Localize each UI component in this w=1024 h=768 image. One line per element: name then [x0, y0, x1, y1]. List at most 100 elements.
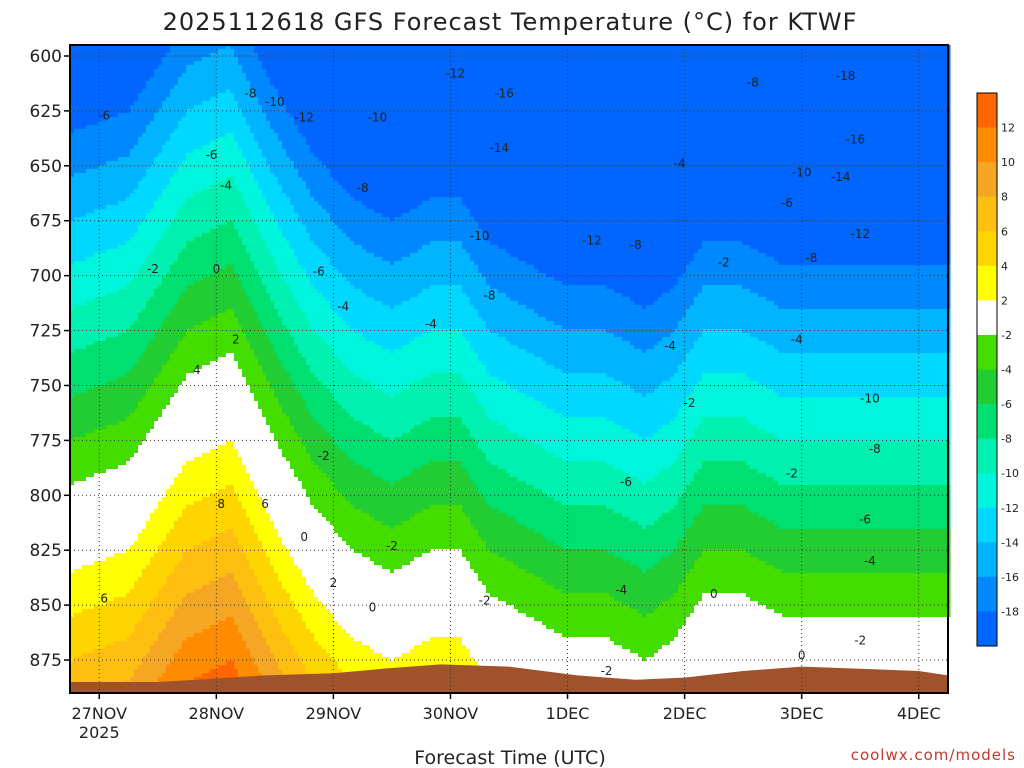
- temperature-cell: [138, 205, 143, 210]
- temperature-cell: [178, 133, 183, 138]
- temperature-cell: [142, 565, 147, 570]
- temperature-cell: [134, 229, 139, 234]
- temperature-cell: [174, 609, 179, 614]
- temperature-cell: [186, 185, 191, 190]
- temperature-cell: [174, 413, 179, 418]
- temperature-cell: [186, 557, 191, 562]
- temperature-cell: [106, 225, 111, 230]
- temperature-cell: [86, 229, 91, 234]
- temperature-cell: [134, 161, 139, 166]
- temperature-cell: [178, 445, 183, 450]
- temperature-cell: [90, 69, 95, 74]
- temperature-cell: [162, 569, 167, 574]
- temperature-cell: [182, 485, 187, 490]
- temperature-cell: [94, 217, 99, 222]
- temperature-cell: [70, 253, 75, 258]
- temperature-cell: [102, 413, 107, 418]
- temperature-cell: [106, 133, 111, 138]
- temperature-cell: [146, 65, 151, 70]
- temperature-cell: [170, 369, 175, 374]
- temperature-cell: [150, 393, 155, 398]
- temperature-cell: [102, 433, 107, 438]
- temperature-cell: [178, 521, 183, 526]
- temperature-cell: [78, 69, 83, 74]
- temperature-cell: [86, 341, 91, 346]
- temperature-cell: [178, 513, 183, 518]
- temperature-cell: [94, 393, 99, 398]
- temperature-cell: [86, 365, 91, 370]
- temperature-cell: [170, 73, 175, 78]
- temperature-cell: [174, 137, 179, 142]
- temperature-cell: [146, 213, 151, 218]
- temperature-cell: [122, 509, 127, 514]
- temperature-cell: [126, 509, 131, 514]
- temperature-cell: [170, 405, 175, 410]
- temperature-cell: [138, 165, 143, 170]
- temperature-cell: [118, 57, 123, 62]
- temperature-cell: [130, 581, 135, 586]
- temperature-cell: [186, 305, 191, 310]
- temperature-cell: [114, 461, 119, 466]
- temperature-cell: [182, 457, 187, 462]
- temperature-cell: [166, 265, 171, 270]
- temperature-cell: [162, 401, 167, 406]
- temperature-cell: [138, 361, 143, 366]
- temperature-cell: [94, 349, 99, 354]
- temperature-cell: [114, 241, 119, 246]
- temperature-cell: [98, 361, 103, 366]
- temperature-cell: [182, 465, 187, 470]
- temperature-cell: [74, 157, 79, 162]
- temperature-cell: [82, 141, 87, 146]
- temperature-cell: [114, 441, 119, 446]
- temperature-cell: [134, 121, 139, 126]
- temperature-cell: [130, 157, 135, 162]
- temperature-cell: [158, 597, 163, 602]
- temperature-cell: [86, 625, 91, 630]
- temperature-cell: [70, 117, 75, 122]
- temperature-cell: [162, 325, 167, 330]
- temperature-cell: [146, 273, 151, 278]
- temperature-cell: [94, 541, 99, 546]
- temperature-cell: [182, 105, 187, 110]
- temperature-cell: [118, 433, 123, 438]
- temperature-cell: [106, 625, 111, 630]
- temperature-cell: [130, 45, 135, 50]
- temperature-cell: [122, 557, 127, 562]
- temperature-cell: [122, 545, 127, 550]
- temperature-cell: [158, 353, 163, 358]
- temperature-cell: [70, 529, 75, 534]
- temperature-cell: [174, 245, 179, 250]
- temperature-cell: [82, 233, 87, 238]
- temperature-cell: [174, 273, 179, 278]
- temperature-cell: [126, 45, 131, 50]
- temperature-cell: [150, 109, 155, 114]
- temperature-cell: [78, 149, 83, 154]
- temperature-cell: [102, 233, 107, 238]
- temperature-cell: [170, 253, 175, 258]
- temperature-cell: [170, 501, 175, 506]
- temperature-cell: [190, 77, 195, 82]
- temperature-cell: [114, 233, 119, 238]
- temperature-cell: [114, 361, 119, 366]
- temperature-cell: [150, 417, 155, 422]
- temperature-cell: [190, 453, 195, 458]
- temperature-cell: [178, 341, 183, 346]
- temperature-cell: [146, 501, 151, 506]
- temperature-cell: [178, 405, 183, 410]
- temperature-cell: [106, 445, 111, 450]
- temperature-cell: [142, 429, 147, 434]
- temperature-cell: [142, 473, 147, 478]
- temperature-cell: [174, 653, 179, 658]
- temperature-cell: [154, 469, 159, 474]
- temperature-cell: [138, 537, 143, 542]
- temperature-cell: [106, 121, 111, 126]
- temperature-cell: [134, 365, 139, 370]
- temperature-cell: [174, 77, 179, 82]
- temperature-cell: [134, 53, 139, 58]
- temperature-cell: [142, 445, 147, 450]
- temperature-cell: [150, 429, 155, 434]
- temperature-cell: [142, 525, 147, 530]
- temperature-cell: [114, 217, 119, 222]
- temperature-cell: [170, 481, 175, 486]
- temperature-cell: [154, 393, 159, 398]
